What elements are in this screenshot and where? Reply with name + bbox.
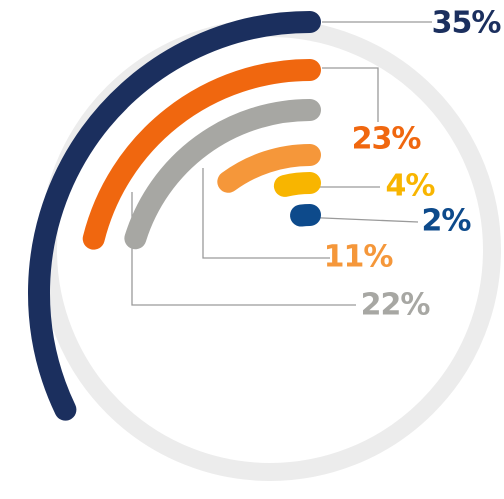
value-label: 23% <box>352 122 422 157</box>
arc-bar <box>82 59 321 250</box>
leader-line <box>131 192 356 306</box>
arc-bar <box>28 11 321 421</box>
leader-line <box>202 168 330 259</box>
value-label: 35% <box>432 6 502 41</box>
value-label: 4% <box>386 169 436 204</box>
value-label: 22% <box>361 288 431 323</box>
arc-bar <box>217 144 321 193</box>
arc-bar <box>273 172 321 197</box>
arc-bar <box>290 204 321 227</box>
value-label: 2% <box>422 204 472 239</box>
leader-line <box>322 67 379 122</box>
value-label: 11% <box>324 240 394 275</box>
arc-bar <box>124 99 321 250</box>
